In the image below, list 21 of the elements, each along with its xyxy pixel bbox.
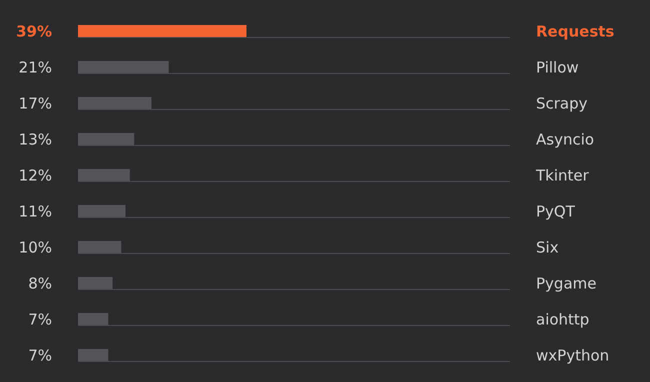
- data-label: 7%: [28, 346, 52, 364]
- y-tick-label: Tkinter: [535, 166, 590, 184]
- y-tick-label: Scrapy: [536, 94, 588, 112]
- y-tick-label: Pillow: [536, 58, 579, 76]
- y-tick-label: Requests: [536, 22, 614, 40]
- data-label: 8%: [28, 274, 52, 292]
- data-label: 13%: [18, 130, 52, 148]
- y-tick-label: Six: [536, 238, 559, 256]
- data-label: 11%: [18, 202, 52, 220]
- bar: [78, 25, 246, 37]
- data-label: 17%: [18, 94, 52, 112]
- data-label: 7%: [28, 310, 52, 328]
- y-tick-label: aiohttp: [536, 310, 590, 328]
- y-tick-label: wxPython: [536, 346, 610, 364]
- data-label: 10%: [18, 238, 52, 256]
- data-label: 21%: [18, 58, 52, 76]
- y-tick-label: Pygame: [536, 274, 596, 292]
- data-label: 39%: [16, 22, 52, 40]
- data-label: 12%: [18, 166, 52, 184]
- y-tick-label: Asyncio: [536, 130, 594, 148]
- y-tick-label: PyQT: [536, 202, 576, 220]
